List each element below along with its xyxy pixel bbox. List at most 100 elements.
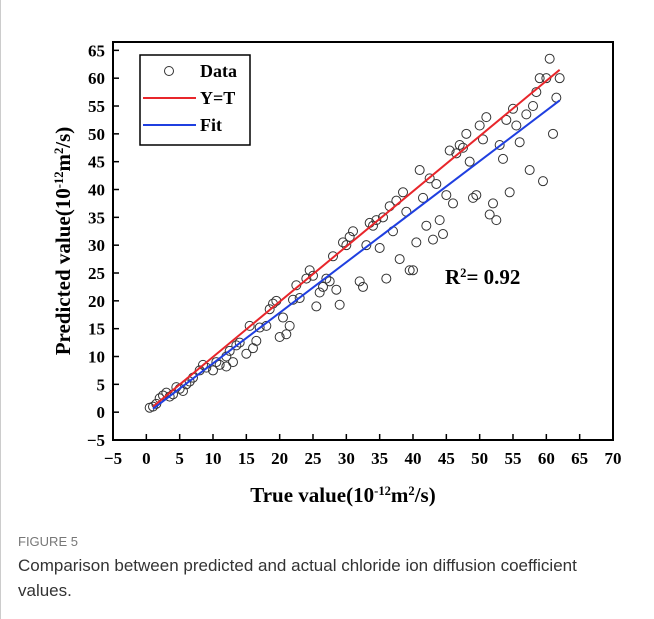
x-axis-label-part: -12 xyxy=(374,484,391,498)
legend-box xyxy=(139,54,251,146)
data-point xyxy=(368,220,378,231)
data-point xyxy=(328,251,338,262)
data-point xyxy=(284,320,295,331)
data-point xyxy=(504,187,515,198)
data-point xyxy=(444,145,455,156)
data-point xyxy=(338,237,348,248)
data-point xyxy=(241,348,252,359)
y-tick-label: 0 xyxy=(97,403,106,422)
data-point xyxy=(408,265,418,276)
data-point xyxy=(274,332,285,343)
caption: Comparison between predicted and actual … xyxy=(18,556,577,600)
data-point xyxy=(554,73,565,84)
x-axis-label-part: m xyxy=(391,483,409,507)
data-point xyxy=(411,237,422,248)
x-tick-label: 0 xyxy=(142,449,151,468)
data-point xyxy=(514,137,525,148)
legend-label: Y=T xyxy=(200,88,235,108)
x-axis-label-part: True value(10 xyxy=(250,483,374,507)
data-point xyxy=(231,340,242,351)
y-tick-label: 65 xyxy=(88,41,105,60)
data-point xyxy=(211,357,222,368)
x-axis-label-part: 2 xyxy=(408,484,414,498)
x-tick-label: 50 xyxy=(471,449,488,468)
y-tick-label: 55 xyxy=(88,97,105,116)
r2-annotation-part: 2 xyxy=(460,266,466,280)
data-point xyxy=(251,335,262,346)
data-point xyxy=(498,153,508,164)
data-point xyxy=(224,345,235,356)
y-axis-label: Predicted value(10-12m2/s) xyxy=(51,127,75,356)
data-point xyxy=(214,359,225,370)
x-tick-label: 70 xyxy=(605,449,622,468)
x-tick-label: 30 xyxy=(338,449,355,468)
y-tick-label: 60 xyxy=(88,69,105,88)
data-point xyxy=(318,281,328,292)
data-point xyxy=(331,284,342,295)
x-tick-label: −5 xyxy=(104,449,122,468)
data-point xyxy=(334,299,345,310)
x-tick-label: 35 xyxy=(371,449,388,468)
y-tick-label: 50 xyxy=(88,125,105,144)
data-point xyxy=(221,361,232,372)
y-axis-label-part: -12 xyxy=(52,172,66,189)
data-point xyxy=(431,178,442,189)
data-point xyxy=(264,304,275,315)
data-point xyxy=(534,73,545,84)
data-point xyxy=(314,287,325,298)
x-tick-label: 25 xyxy=(305,449,322,468)
data-point xyxy=(481,112,492,123)
data-point xyxy=(344,231,355,242)
data-point xyxy=(324,276,335,287)
data-point xyxy=(528,101,538,112)
data-point xyxy=(348,226,358,237)
y-axis-label-part: 2 xyxy=(52,148,66,154)
data-point xyxy=(468,192,478,203)
x-tick-label: 10 xyxy=(205,449,222,468)
y-tick-label: 40 xyxy=(88,181,105,200)
data-point xyxy=(508,103,518,114)
x-tick-label: 65 xyxy=(571,449,588,468)
data-point xyxy=(538,176,548,187)
data-point xyxy=(471,190,482,201)
y-tick-label: 10 xyxy=(88,348,105,367)
data-point xyxy=(418,192,428,203)
data-point xyxy=(421,220,432,231)
data-point xyxy=(374,242,385,253)
y-tick-label: 25 xyxy=(88,264,105,283)
y-tick-label: −5 xyxy=(87,431,105,450)
x-axis-label-part: /s) xyxy=(414,483,436,507)
data-point xyxy=(391,195,402,206)
data-point xyxy=(321,273,332,284)
data-point xyxy=(478,134,488,145)
data-point xyxy=(544,53,555,64)
data-point xyxy=(414,165,425,176)
data-point xyxy=(308,270,318,281)
data-point xyxy=(441,190,452,201)
data-point xyxy=(454,139,465,150)
data-point xyxy=(278,312,288,323)
data-point xyxy=(281,329,292,340)
y-axis-label-part: Predicted value(10 xyxy=(51,188,75,355)
data-point xyxy=(294,293,305,304)
data-point xyxy=(434,215,445,226)
y-tick-label: 5 xyxy=(97,375,106,394)
y-tick-label: 30 xyxy=(88,236,105,255)
fit-line xyxy=(152,99,561,410)
data-point xyxy=(464,156,475,167)
data-point xyxy=(244,320,255,331)
y-tick-label: 45 xyxy=(88,153,105,172)
x-tick-label: 15 xyxy=(238,449,255,468)
data-point xyxy=(371,215,382,226)
x-tick-label: 45 xyxy=(438,449,455,468)
data-point xyxy=(494,139,505,150)
data-point xyxy=(341,240,352,251)
data-point xyxy=(304,265,315,276)
data-point xyxy=(491,215,502,226)
y-axis-label-part: /s) xyxy=(51,127,75,149)
data-point xyxy=(521,109,532,120)
legend-label: Fit xyxy=(200,115,222,135)
data-point xyxy=(524,165,535,176)
data-point xyxy=(378,212,388,223)
